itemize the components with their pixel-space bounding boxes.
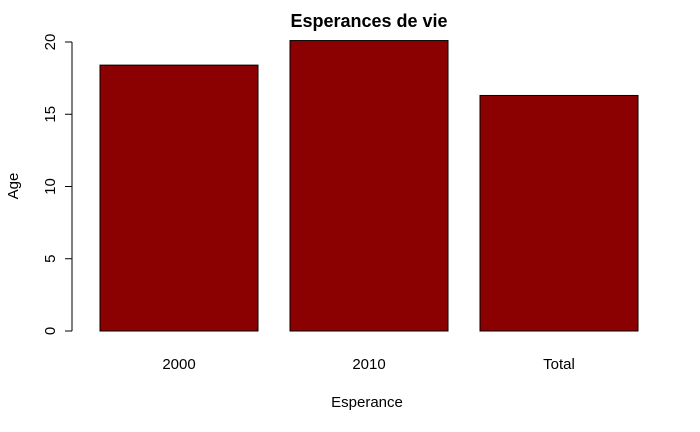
x-axis-label: Esperance [331,394,403,411]
y-axis: 0 5 10 15 20 [42,34,73,335]
bar-total [479,94,639,332]
x-tick-label: 2000 [162,356,195,373]
bar-2000 [99,64,259,332]
y-tick-label: 20 [42,34,59,51]
y-tick-label: 0 [42,327,59,335]
y-tick-label: 5 [42,255,59,263]
chart-title: Esperances de vie [290,11,447,31]
y-axis-label: Age [5,173,22,200]
x-tick-labels: 2000 2010 Total [162,356,575,373]
bar-2010 [289,40,449,332]
x-tick-label: Total [543,356,575,373]
bars [99,40,639,332]
y-tick-label: 15 [42,106,59,123]
y-tick-label: 10 [42,178,59,195]
x-tick-label: 2010 [352,356,385,373]
